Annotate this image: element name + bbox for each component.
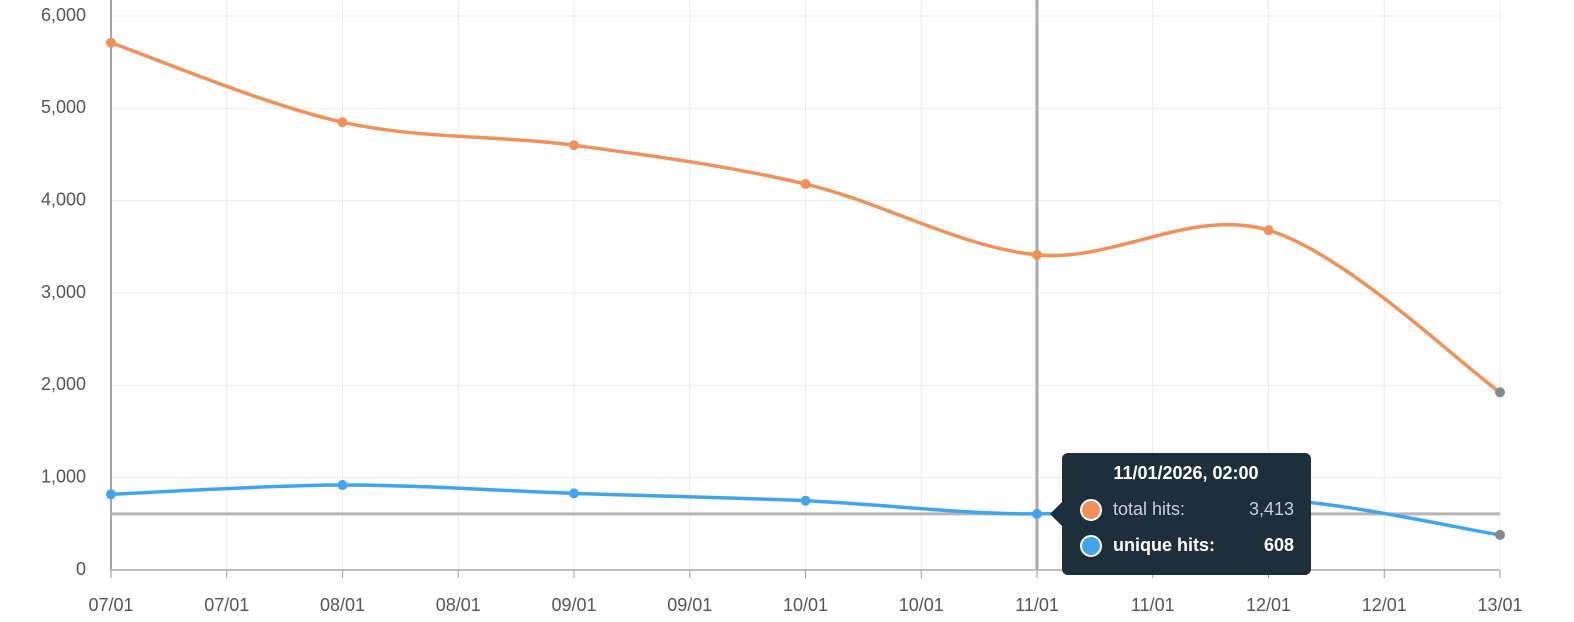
data-point	[337, 117, 348, 128]
data-point	[1495, 387, 1505, 398]
y-tick-label: 6,000	[41, 5, 86, 25]
tooltip-swatch	[1080, 499, 1102, 521]
x-tick-label: 09/01	[667, 595, 712, 615]
tooltip-box	[1050, 453, 1311, 575]
tooltip-value: 3,413	[1249, 499, 1294, 519]
data-point	[800, 179, 811, 190]
y-tick-label: 4,000	[41, 189, 86, 209]
x-tick-label: 10/01	[899, 595, 944, 615]
x-tick-label: 11/01	[1131, 595, 1175, 615]
x-tick-label: 09/01	[551, 595, 596, 615]
x-tick-label: 11/01	[1015, 595, 1059, 615]
data-point	[106, 37, 116, 48]
x-tick-label: 07/01	[204, 595, 249, 615]
tooltip: 11/01/2026, 02:00 total hits: 3,413 unique …	[1050, 453, 1311, 575]
data-point	[569, 488, 579, 499]
x-tick-label: 07/01	[88, 595, 133, 615]
data-point	[1032, 508, 1042, 519]
y-tick-label: 3,000	[41, 282, 86, 302]
x-tick-label: 08/01	[436, 595, 481, 615]
x-tick-label: 10/01	[783, 595, 828, 615]
y-tick-label: 0	[76, 559, 86, 579]
data-point	[337, 480, 348, 491]
data-point	[1263, 225, 1274, 236]
data-point	[800, 495, 811, 506]
x-tick-label: 12/01	[1246, 595, 1291, 615]
data-point	[106, 489, 116, 500]
tooltip-swatch	[1080, 535, 1102, 557]
tooltip-value: 608	[1264, 535, 1294, 555]
y-tick-label: 2,000	[41, 374, 86, 394]
y-tick-label: 1,000	[41, 466, 86, 486]
data-point	[569, 140, 579, 151]
tooltip-title: 11/01/2026, 02:00	[1113, 463, 1258, 483]
x-tick-label: 12/01	[1362, 595, 1407, 615]
x-tick-label: 08/01	[320, 595, 365, 615]
y-tick-label: 5,000	[41, 97, 86, 117]
x-tick-label: 13/01	[1477, 595, 1522, 615]
tooltip-label: unique hits:	[1113, 535, 1215, 555]
tooltip-label: total hits:	[1113, 499, 1185, 519]
data-point	[1032, 249, 1042, 260]
data-point	[1495, 529, 1505, 540]
